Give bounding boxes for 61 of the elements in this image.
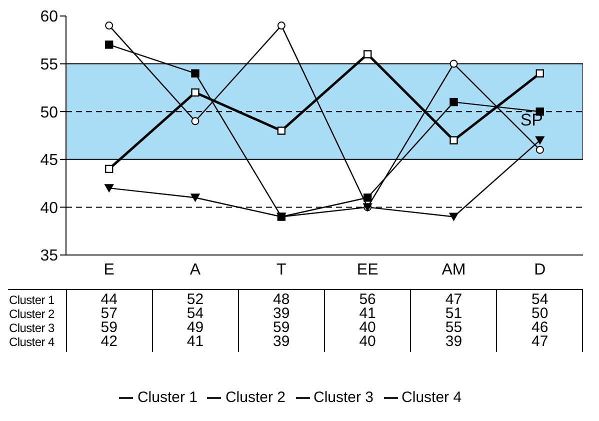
point (104, 40, 114, 49)
legend-label: Cluster 2 (225, 389, 286, 406)
point (191, 117, 200, 126)
data-label: 49 (186, 319, 205, 336)
data-label: 54 (186, 305, 205, 322)
point (363, 194, 372, 202)
data-label: 57 (100, 305, 118, 322)
text: Cluster 4 (9, 335, 54, 349)
data-label: 44 (100, 291, 118, 308)
point (104, 184, 114, 192)
point (104, 164, 114, 174)
point (450, 98, 458, 106)
text: Cluster 3 (9, 321, 54, 335)
point (535, 136, 544, 144)
data-label: 56 (358, 291, 377, 308)
text: Cluster 1 (9, 293, 54, 307)
data-label: 50 (530, 305, 550, 322)
data-label: 59 (272, 319, 291, 336)
data-label: 42 (100, 333, 118, 350)
data-label: 40 (358, 333, 377, 350)
point (449, 212, 458, 221)
data-label: 39 (272, 333, 291, 350)
data-label: 41 (358, 305, 377, 322)
data-label: 55 (444, 319, 464, 336)
point (363, 50, 372, 58)
point (191, 69, 200, 78)
data-label: 54 (530, 291, 550, 308)
x-tick-label: EE (356, 261, 378, 278)
point (191, 88, 200, 97)
point (450, 136, 458, 144)
data-label: 51 (444, 305, 464, 322)
legend-label: Cluster 4 (402, 389, 462, 406)
y-tick-label: 50 (40, 104, 58, 122)
legend-label: Cluster 3 (314, 389, 374, 406)
data-label: 39 (272, 305, 291, 322)
data-label: 41 (186, 333, 205, 350)
y-tick-label: 40 (40, 200, 58, 217)
legend-label: Cluster 1 (137, 389, 198, 406)
x-tick-label: E (104, 261, 114, 278)
y-tick-label: 60 (40, 8, 58, 26)
x-tick-label: A (190, 261, 201, 278)
point (536, 146, 544, 154)
data-label: 48 (272, 291, 291, 308)
text: Cluster 2 (9, 307, 54, 321)
point (190, 194, 200, 202)
data-label: 47 (530, 333, 550, 350)
y-tick-label: 35 (40, 248, 58, 265)
data-label: 59 (100, 319, 118, 336)
y-tick-label: 55 (40, 56, 58, 74)
data-label: 47 (444, 291, 464, 308)
data-label: 40 (358, 319, 377, 336)
point (277, 126, 286, 135)
data-label: 39 (444, 333, 464, 350)
x-tick-label: T (276, 261, 287, 278)
point (450, 60, 458, 68)
data-label: 52 (186, 291, 205, 308)
data-label: 46 (530, 319, 550, 336)
point (536, 69, 544, 78)
y-tick-label: 45 (40, 152, 58, 170)
x-tick-label: AM (442, 261, 466, 278)
x-tick-label: D (534, 261, 546, 278)
